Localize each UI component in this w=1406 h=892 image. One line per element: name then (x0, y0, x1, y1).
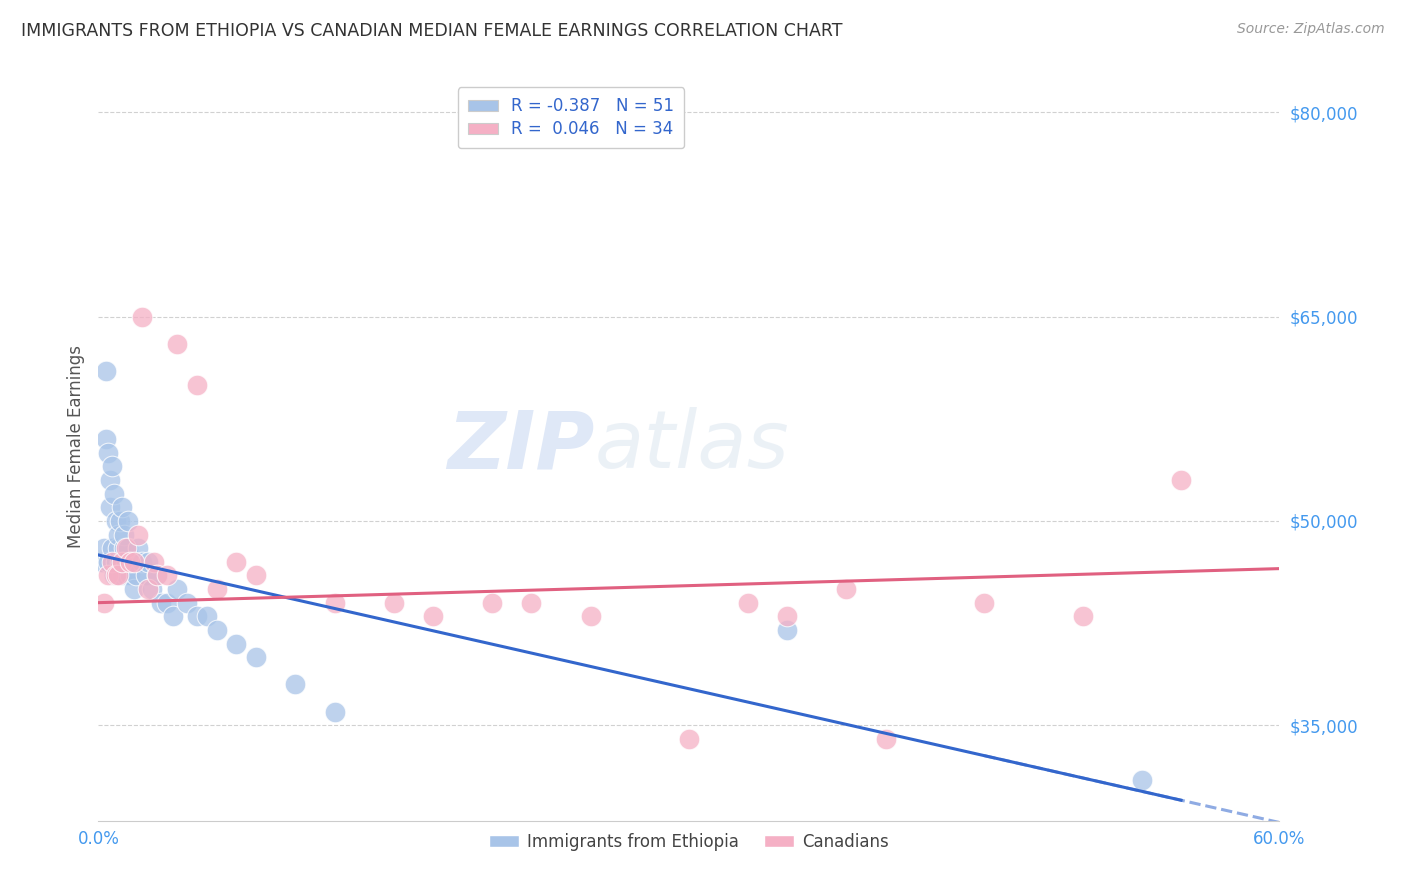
Point (112, 527, 135, 541)
Point (520, 596, 543, 610)
Point (1170, 473, 1192, 487)
Point (973, 596, 995, 610)
Point (103, 486, 125, 500)
Point (108, 555, 131, 569)
Point (91, 555, 114, 569)
Point (98, 500, 121, 515)
Point (1130, 772, 1153, 787)
Point (166, 336, 188, 351)
Point (115, 568, 138, 582)
Point (97, 446, 120, 460)
Point (142, 555, 165, 569)
Point (107, 568, 129, 582)
Point (481, 596, 503, 610)
Point (131, 310, 153, 324)
Point (108, 514, 131, 528)
Text: atlas: atlas (595, 407, 789, 485)
Point (93, 541, 115, 556)
Point (156, 568, 179, 582)
Point (186, 609, 208, 624)
Point (875, 731, 897, 746)
Point (323, 705, 346, 719)
Point (162, 609, 184, 624)
Point (382, 596, 405, 610)
Text: ZIP: ZIP (447, 407, 595, 485)
Point (284, 677, 307, 691)
Point (737, 596, 759, 610)
Point (135, 568, 157, 582)
Point (205, 582, 228, 596)
Point (101, 459, 124, 474)
Point (225, 555, 247, 569)
Point (96, 432, 118, 446)
Point (131, 555, 153, 569)
Point (118, 568, 141, 582)
Point (323, 596, 346, 610)
Point (105, 568, 128, 582)
Point (107, 527, 129, 541)
Y-axis label: Median Female Earnings: Median Female Earnings (66, 344, 84, 548)
Point (111, 500, 134, 515)
Legend: Immigrants from Ethiopia, Canadians: Immigrants from Ethiopia, Canadians (482, 826, 896, 857)
Point (105, 555, 128, 569)
Point (122, 555, 145, 569)
Point (97, 555, 120, 569)
Point (118, 555, 141, 569)
Point (205, 623, 228, 637)
Point (101, 555, 124, 569)
Point (127, 541, 149, 556)
Point (136, 582, 159, 596)
Point (150, 596, 173, 610)
Text: Source: ZipAtlas.com: Source: ZipAtlas.com (1237, 22, 1385, 37)
Point (101, 541, 124, 556)
Point (98, 473, 121, 487)
Text: IMMIGRANTS FROM ETHIOPIA VS CANADIAN MEDIAN FEMALE EARNINGS CORRELATION CHART: IMMIGRANTS FROM ETHIOPIA VS CANADIAN MED… (21, 22, 842, 40)
Point (166, 582, 188, 596)
Point (105, 514, 128, 528)
Point (136, 555, 159, 569)
Point (103, 568, 125, 582)
Point (835, 582, 858, 596)
Point (93, 596, 115, 610)
Point (117, 541, 139, 556)
Point (111, 568, 134, 582)
Point (678, 731, 700, 746)
Point (1071, 609, 1094, 624)
Point (127, 527, 149, 541)
Point (146, 568, 169, 582)
Point (97, 568, 120, 582)
Point (121, 555, 143, 569)
Point (245, 650, 267, 665)
Point (117, 514, 139, 528)
Point (245, 568, 267, 582)
Point (579, 609, 602, 624)
Point (125, 568, 148, 582)
Point (111, 555, 134, 569)
Point (776, 623, 799, 637)
Point (107, 541, 129, 556)
Point (122, 582, 145, 596)
Point (146, 568, 169, 582)
Point (96, 364, 118, 378)
Point (156, 596, 179, 610)
Point (186, 377, 208, 392)
Point (195, 609, 218, 624)
Point (176, 596, 198, 610)
Point (115, 541, 138, 556)
Point (225, 636, 247, 650)
Point (422, 609, 444, 624)
Point (107, 568, 129, 582)
Point (112, 541, 135, 556)
Point (776, 609, 799, 624)
Point (115, 555, 138, 569)
Point (141, 582, 163, 596)
